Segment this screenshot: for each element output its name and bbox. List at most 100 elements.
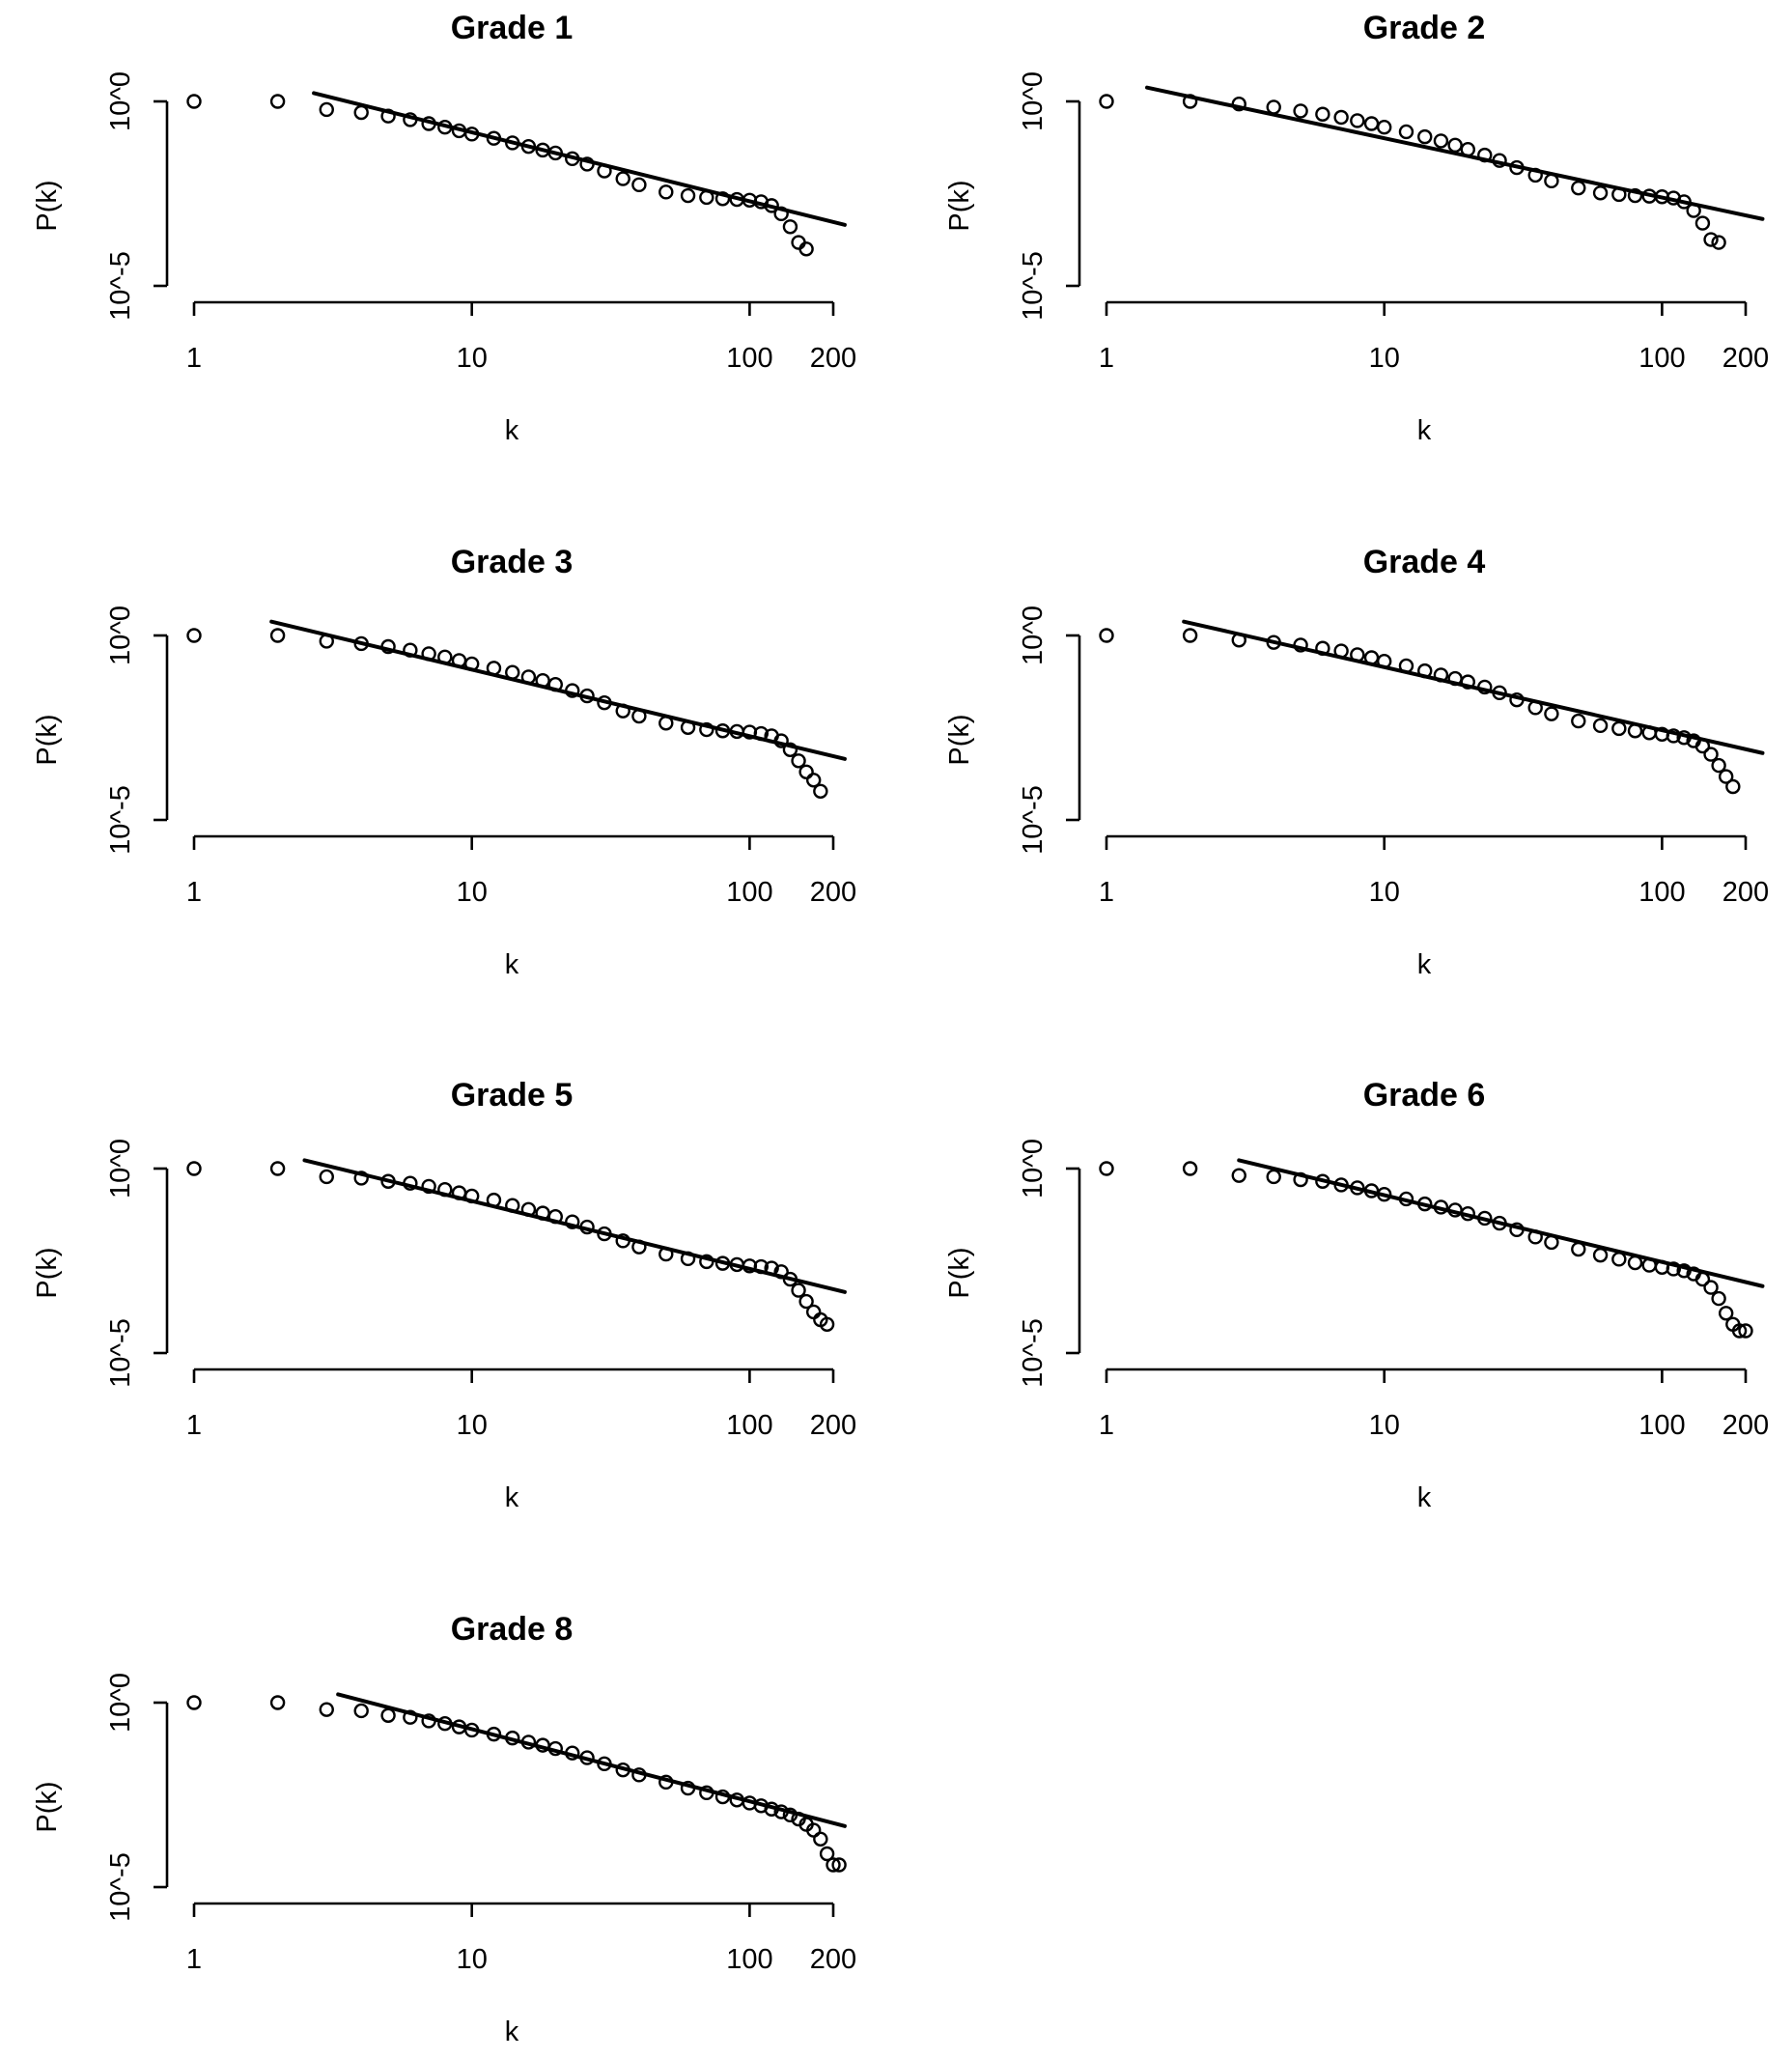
y-axis-title: P(k) — [32, 714, 63, 765]
data-point — [1333, 109, 1349, 126]
data-point — [1544, 706, 1559, 721]
x-tick-label: 200 — [1722, 343, 1769, 374]
x-axis-title: k — [505, 2017, 519, 2047]
data-point — [615, 171, 630, 186]
y-tick-label: 10^-5 — [105, 1852, 136, 1922]
data-point — [1711, 1290, 1726, 1307]
data-point — [1627, 187, 1643, 204]
data-point — [1592, 718, 1609, 734]
y-axis-title: P(k) — [944, 1247, 975, 1298]
data-point — [1182, 628, 1198, 643]
panel-grade-2: Grade 2 1 10 100 200 k 10^0 10^-5 P(k) — [944, 10, 1769, 446]
panel-grade-6: Grade 6 1 10 100 200 k 10^0 10^-5 P(k) — [944, 1077, 1769, 1513]
data-point — [1711, 757, 1726, 774]
x-tick-label: 200 — [810, 1410, 856, 1441]
data-point — [714, 191, 731, 207]
data-point — [1711, 235, 1726, 250]
data-point — [353, 1171, 369, 1186]
panel-grade-8: Grade 8 1 10 100 200 k 10^0 10^-5 P(k) — [32, 1611, 856, 2047]
data-point — [1417, 128, 1433, 145]
data-point — [680, 187, 696, 204]
data-point — [1703, 747, 1719, 762]
data-point — [1293, 103, 1308, 119]
data-point — [1611, 1252, 1627, 1267]
fit-line — [1237, 1158, 1765, 1288]
y-tick-label: 10^0 — [1018, 1139, 1049, 1199]
x-tick-label: 100 — [726, 877, 772, 908]
y-axis-title: P(k) — [32, 1781, 63, 1832]
x-tick-label: 10 — [457, 1410, 488, 1441]
data-point — [319, 1169, 334, 1185]
data-point — [782, 742, 798, 758]
fit-line — [302, 1158, 847, 1294]
data-point — [403, 1709, 418, 1725]
panel-title: Grade 4 — [1363, 544, 1486, 580]
x-axis-title: k — [505, 415, 519, 446]
data-point — [353, 1703, 369, 1719]
data-point — [1182, 1161, 1198, 1176]
panel-title: Grade 5 — [451, 1077, 574, 1114]
data-point — [565, 1214, 580, 1229]
fit-line — [336, 1692, 847, 1828]
data-point — [1433, 133, 1449, 149]
x-tick-label: 10 — [1369, 1410, 1400, 1441]
fit-line — [1182, 619, 1765, 755]
y-tick-label: 10^-5 — [1018, 251, 1049, 321]
y-axis-title: P(k) — [32, 1247, 63, 1298]
x-tick-label: 1 — [186, 877, 202, 908]
data-point — [1099, 628, 1114, 643]
data-point — [380, 1707, 396, 1723]
panel-grade-1: Grade 1 1 10 100 200 k 10^0 10^-5 P(k) — [32, 10, 856, 446]
panel-grade-4: Grade 4 1 10 100 200 k 10^0 10^-5 P(k) — [944, 544, 1769, 980]
x-axis-title: k — [1417, 415, 1432, 446]
y-tick-label: 10^-5 — [1018, 785, 1049, 855]
y-tick-label: 10^-5 — [105, 1318, 136, 1388]
data-point — [319, 101, 334, 118]
data-point — [782, 219, 798, 235]
y-tick-label: 10^-5 — [1018, 1318, 1049, 1388]
data-point — [1571, 713, 1586, 729]
panel-title: Grade 6 — [1363, 1077, 1486, 1114]
x-tick-label: 10 — [1369, 343, 1400, 374]
data-point — [1725, 778, 1741, 795]
data-point — [1666, 1261, 1682, 1277]
data-point — [186, 1161, 202, 1176]
x-axis-title: k — [505, 1482, 519, 1513]
data-point — [1718, 769, 1734, 784]
x-tick-label: 10 — [1369, 877, 1400, 908]
data-point — [1447, 137, 1463, 154]
data-point — [831, 1857, 847, 1873]
data-point — [1571, 180, 1586, 196]
y-tick-label: 10^0 — [1018, 606, 1049, 665]
data-point — [186, 94, 202, 109]
x-tick-label: 100 — [1638, 877, 1685, 908]
y-tick-label: 10^-5 — [105, 251, 136, 321]
panel-title: Grade 3 — [451, 544, 574, 580]
data-point — [269, 94, 286, 109]
data-point — [798, 764, 814, 780]
data-point — [1398, 124, 1414, 140]
x-axis-title: k — [1417, 949, 1432, 980]
data-point — [798, 241, 814, 257]
panel-title: Grade 1 — [451, 10, 574, 46]
fit-line — [1145, 85, 1765, 221]
data-point — [813, 1831, 828, 1847]
x-tick-label: 1 — [1099, 1410, 1114, 1441]
x-tick-label: 1 — [186, 1944, 202, 1975]
x-tick-label: 100 — [1638, 1410, 1685, 1441]
data-point — [319, 1702, 334, 1717]
x-axis-title: k — [1417, 1482, 1432, 1513]
data-point — [813, 783, 828, 799]
data-point — [805, 773, 822, 788]
data-point — [1731, 1323, 1748, 1339]
data-point — [699, 721, 714, 738]
y-axis-title: P(k) — [944, 714, 975, 765]
x-tick-label: 10 — [457, 877, 488, 908]
x-tick-label: 100 — [726, 1944, 772, 1975]
y-tick-label: 10^0 — [1018, 71, 1049, 131]
data-point — [1694, 215, 1711, 231]
x-tick-label: 1 — [186, 1410, 202, 1441]
data-point — [1592, 1247, 1609, 1263]
data-point — [269, 628, 286, 643]
data-point — [805, 1304, 822, 1320]
